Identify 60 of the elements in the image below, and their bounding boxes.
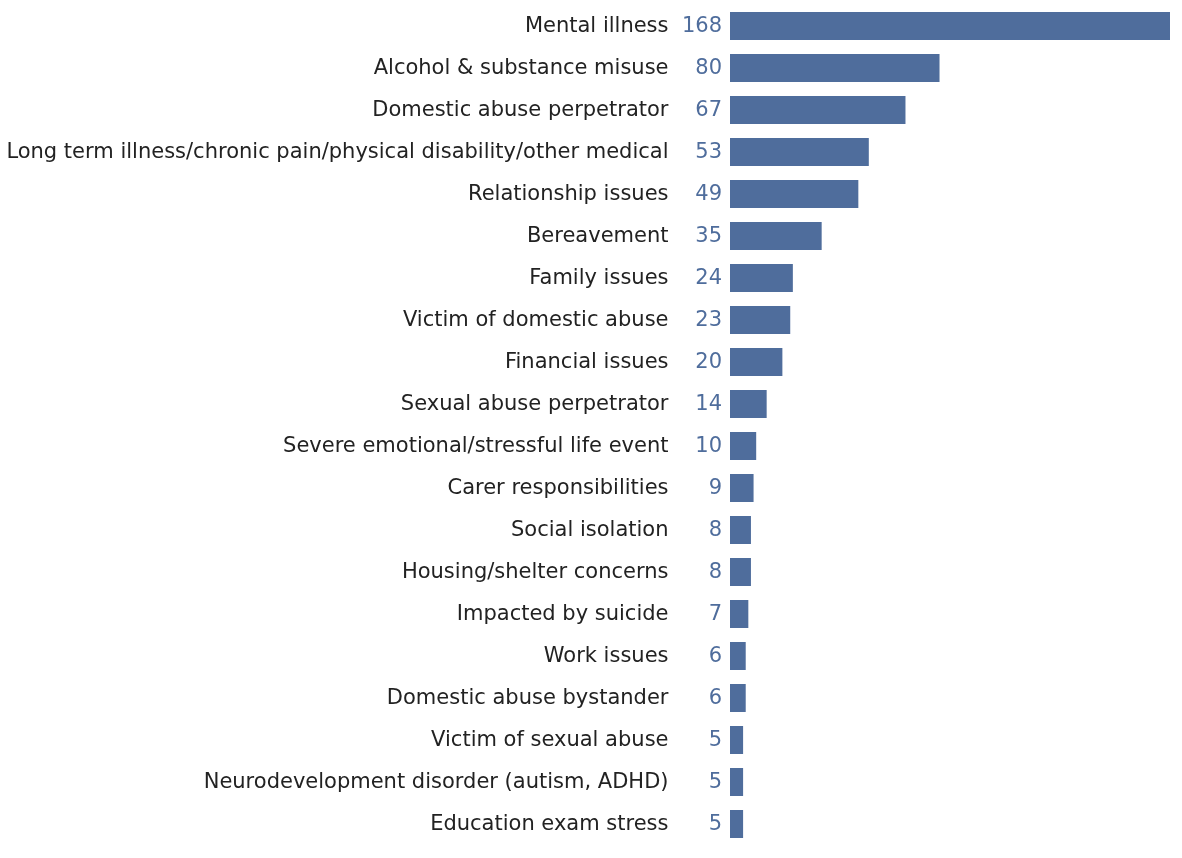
bar [730, 684, 746, 712]
y-tick-label: Neurodevelopment disorder (autism, ADHD) [203, 769, 669, 793]
data-label: 7 [708, 601, 722, 625]
y-tick-label: Victim of domestic abuse [402, 307, 669, 331]
bar [730, 642, 746, 670]
bar [730, 726, 744, 754]
y-tick-label: Family issues [529, 265, 669, 289]
bar [730, 96, 906, 124]
y-tick-label: Domestic abuse bystander [386, 685, 669, 709]
y-tick-label: Victim of sexual abuse [431, 727, 669, 751]
y-tick-label: Carer responsibilities [447, 475, 669, 499]
data-label: 67 [695, 97, 722, 121]
y-tick-label: Housing/shelter concerns [401, 559, 669, 583]
y-tick-label: Work issues [543, 643, 669, 667]
data-label: 49 [695, 181, 722, 205]
data-label: 5 [708, 769, 722, 793]
bar [730, 390, 767, 418]
bar [730, 12, 1170, 40]
data-label: 168 [681, 13, 722, 37]
data-label: 14 [695, 391, 722, 415]
y-tick-label: Relationship issues [468, 181, 669, 205]
data-label: 23 [695, 307, 722, 331]
data-label: 80 [695, 55, 722, 79]
y-tick-label: Long term illness/chronic pain/physical disability/other medical [6, 139, 669, 163]
data-label: 35 [695, 223, 722, 247]
bar [730, 558, 751, 586]
y-tick-label: Financial issues [504, 349, 669, 373]
bar [730, 348, 783, 376]
data-label: 5 [708, 727, 722, 751]
y-tick-label: Impacted by suicide [456, 601, 669, 625]
y-tick-label: Bereavement [526, 223, 669, 247]
y-tick-label: Social isolation [511, 517, 669, 541]
bar [730, 474, 754, 502]
bar [730, 264, 793, 292]
bar [730, 180, 859, 208]
y-tick-label: Domestic abuse perpetrator [372, 97, 669, 121]
y-tick-label: Severe emotional/stressful life event [283, 433, 669, 457]
data-label: 6 [708, 643, 722, 667]
bar [730, 600, 749, 628]
y-tick-label: Education exam stress [430, 811, 669, 835]
data-label: 53 [695, 139, 722, 163]
y-tick-label: Sexual abuse perpetrator [400, 391, 669, 415]
data-label: 20 [695, 349, 722, 373]
data-label: 9 [708, 475, 722, 499]
y-tick-label: Mental illness [524, 13, 669, 37]
bar [730, 306, 791, 334]
bar [730, 516, 751, 544]
data-label: 24 [695, 265, 722, 289]
bar [730, 768, 744, 796]
y-tick-label: Alcohol & substance misuse [373, 55, 669, 79]
bar [730, 138, 869, 166]
data-label: 5 [708, 811, 722, 835]
data-label: 8 [708, 559, 722, 583]
data-label: 10 [695, 433, 722, 457]
data-label: 8 [708, 517, 722, 541]
bar [730, 810, 744, 838]
bar [730, 54, 940, 82]
data-label: 6 [708, 685, 722, 709]
bar [730, 222, 822, 250]
bar [730, 432, 757, 460]
